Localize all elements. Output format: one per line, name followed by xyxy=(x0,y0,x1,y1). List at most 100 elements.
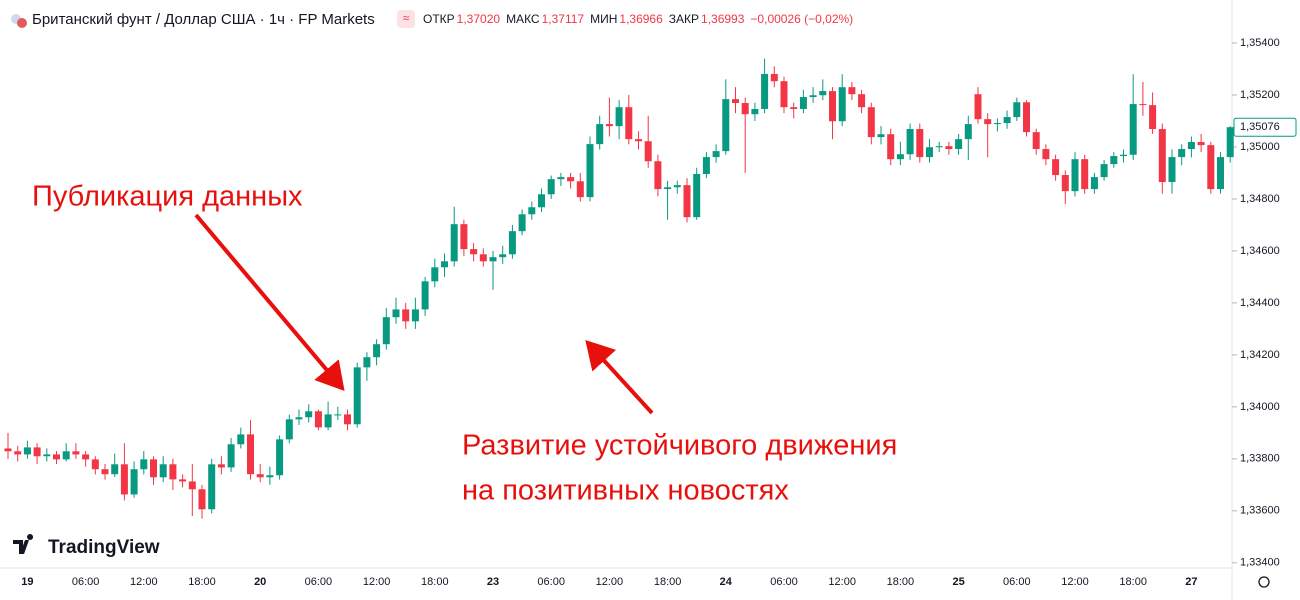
y-tick-label: 1,34600 xyxy=(1240,245,1280,257)
y-tick-label: 1,34800 xyxy=(1240,193,1280,205)
x-tick-label: 19 xyxy=(21,576,33,588)
candle-body xyxy=(489,257,497,262)
ohlc-value: 1,37020 xyxy=(457,12,501,26)
candle-body xyxy=(702,157,710,174)
x-tick-label: 18:00 xyxy=(421,576,449,588)
candle-body xyxy=(605,124,613,127)
y-tick-label: 1,35000 xyxy=(1240,141,1280,153)
candle-body xyxy=(926,147,933,158)
candle-body xyxy=(683,185,691,218)
candle-body xyxy=(877,134,885,138)
x-tick-label: 06:00 xyxy=(1003,576,1031,588)
x-tick-label: 06:00 xyxy=(72,576,100,588)
watermark: TradingView xyxy=(48,537,160,558)
badge-icon: ≈ xyxy=(403,11,410,25)
ohlc-label: МИН xyxy=(590,12,617,26)
candle-body xyxy=(1090,177,1098,190)
candle-body xyxy=(1120,154,1127,157)
candle-body xyxy=(1158,129,1166,183)
candle-body xyxy=(867,107,875,138)
candle-body xyxy=(557,177,565,180)
candle-body xyxy=(43,454,51,457)
logo: TradingView xyxy=(13,534,160,558)
candle-body xyxy=(615,107,623,127)
candle-body xyxy=(829,91,836,122)
candle-body xyxy=(431,267,439,282)
candle-body xyxy=(528,207,536,215)
candle-body xyxy=(1207,145,1215,190)
candle-body xyxy=(984,119,992,125)
candle-body xyxy=(1071,159,1079,192)
candle-body xyxy=(441,261,448,268)
candle-body xyxy=(790,107,798,110)
candle-body xyxy=(732,99,739,104)
candle-body xyxy=(217,464,225,468)
candle-body xyxy=(363,357,371,368)
ohlc-label: МАКС xyxy=(506,12,540,26)
candle-body xyxy=(906,129,914,155)
candle-body xyxy=(314,411,322,428)
candle-body xyxy=(586,144,594,198)
candle-body xyxy=(479,254,487,262)
x-tick-label: 23 xyxy=(487,576,499,588)
annotation: на позитивных новостях xyxy=(462,475,789,507)
candle-body xyxy=(974,94,982,120)
ohlc-label: ОТКР xyxy=(423,12,455,26)
candle-body xyxy=(945,146,953,150)
badge[interactable] xyxy=(397,10,415,28)
candle-body xyxy=(101,469,109,475)
x-tick-label: 18:00 xyxy=(188,576,216,588)
ohlc-line: ОТКР 1,37020 МАКС 1,37117 МИН 1,36966 ЗАКР 1,36… xyxy=(423,12,853,26)
x-tick-label: 20 xyxy=(254,576,266,588)
candle-body xyxy=(1003,117,1011,124)
candle-body xyxy=(693,173,701,218)
candle-body xyxy=(780,81,788,108)
candle-body xyxy=(741,103,749,115)
x-tick-label: 12:00 xyxy=(130,576,158,588)
candle-body xyxy=(1149,105,1157,130)
candle-body xyxy=(1139,104,1147,106)
candle-body xyxy=(751,109,759,115)
candle-body xyxy=(237,434,245,445)
candle-body xyxy=(256,474,264,478)
candle-body xyxy=(722,99,730,152)
candle-body xyxy=(111,464,119,475)
candle-body xyxy=(91,459,99,470)
candle-body xyxy=(896,154,904,160)
candle-body xyxy=(964,124,972,140)
y-tick-label: 1,34200 xyxy=(1240,349,1280,361)
symbol-title: Британский фунт / Доллар США · 1ч · FP M… xyxy=(32,11,375,28)
candle-body xyxy=(596,124,604,145)
candle-body xyxy=(1100,164,1108,178)
candle-body xyxy=(654,161,662,190)
annotation: Развитие устойчивого движения xyxy=(462,430,897,462)
candle-body xyxy=(179,479,187,482)
x-tick-label: 18:00 xyxy=(887,576,915,588)
candle-body xyxy=(159,464,167,478)
y-tick-label: 1,35400 xyxy=(1240,37,1280,49)
candle-body xyxy=(373,344,381,358)
candle-body xyxy=(955,139,963,150)
candle-body xyxy=(673,185,681,188)
candle-body xyxy=(130,469,138,495)
last-price-label: 1,35076 xyxy=(1240,121,1280,133)
x-tick-label: 27 xyxy=(1185,576,1197,588)
candle-body xyxy=(334,414,342,416)
candle-body xyxy=(72,451,80,455)
candle-body xyxy=(567,177,575,182)
settings-icon[interactable] xyxy=(1258,576,1270,588)
candle-body xyxy=(344,414,351,425)
candle-body xyxy=(1052,159,1060,176)
ohlc-label: ЗАКР xyxy=(669,12,699,26)
candle-body xyxy=(14,451,22,455)
candle-body xyxy=(411,309,419,322)
ohlc-value: 1,36993 xyxy=(701,12,745,26)
candle-body xyxy=(1013,102,1021,118)
candle-body xyxy=(664,187,672,190)
candle-body xyxy=(62,451,70,460)
candle-body xyxy=(23,447,31,455)
candle-body xyxy=(1197,142,1205,146)
candle-body xyxy=(120,464,128,495)
flag-icon xyxy=(17,18,27,28)
